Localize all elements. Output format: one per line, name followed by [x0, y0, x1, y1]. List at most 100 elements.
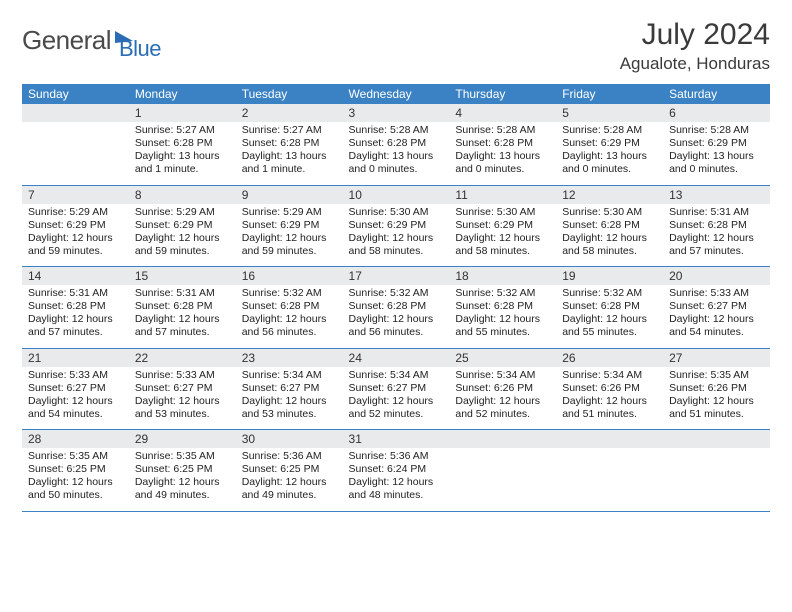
daylight-line: Daylight: 12 hours and 52 minutes.	[349, 395, 444, 421]
day-number-row: 123456	[22, 104, 770, 122]
sunrise-line: Sunrise: 5:34 AM	[242, 369, 337, 382]
day-number-row: 28293031	[22, 430, 770, 449]
day-content-cell: Sunrise: 5:28 AMSunset: 6:29 PMDaylight:…	[663, 122, 770, 185]
sunset-line: Sunset: 6:26 PM	[669, 382, 764, 395]
sunrise-line: Sunrise: 5:35 AM	[28, 450, 123, 463]
sunset-line: Sunset: 6:28 PM	[242, 300, 337, 313]
day-number-cell: 20	[663, 267, 770, 286]
sunrise-line: Sunrise: 5:32 AM	[455, 287, 550, 300]
day-number-cell: 5	[556, 104, 663, 122]
day-number-cell	[556, 430, 663, 449]
dow-friday: Friday	[556, 84, 663, 104]
sunset-line: Sunset: 6:25 PM	[28, 463, 123, 476]
day-number-cell	[22, 104, 129, 122]
sunrise-line: Sunrise: 5:29 AM	[242, 206, 337, 219]
day-content-cell: Sunrise: 5:29 AMSunset: 6:29 PMDaylight:…	[22, 204, 129, 267]
day-number-cell: 21	[22, 348, 129, 367]
day-number-cell: 19	[556, 267, 663, 286]
sunset-line: Sunset: 6:28 PM	[562, 219, 657, 232]
day-content-cell: Sunrise: 5:32 AMSunset: 6:28 PMDaylight:…	[449, 285, 556, 348]
month-title: July 2024	[620, 18, 770, 52]
daylight-line: Daylight: 12 hours and 58 minutes.	[349, 232, 444, 258]
dow-wednesday: Wednesday	[343, 84, 450, 104]
day-content-cell	[663, 448, 770, 511]
sunset-line: Sunset: 6:28 PM	[28, 300, 123, 313]
daylight-line: Daylight: 12 hours and 59 minutes.	[28, 232, 123, 258]
day-number-cell: 22	[129, 348, 236, 367]
day-number-cell: 31	[343, 430, 450, 449]
day-number-row: 14151617181920	[22, 267, 770, 286]
sunrise-line: Sunrise: 5:27 AM	[135, 124, 230, 137]
day-content-cell: Sunrise: 5:30 AMSunset: 6:29 PMDaylight:…	[449, 204, 556, 267]
day-content-cell: Sunrise: 5:34 AMSunset: 6:26 PMDaylight:…	[556, 367, 663, 430]
sunset-line: Sunset: 6:29 PM	[562, 137, 657, 150]
sunrise-line: Sunrise: 5:29 AM	[135, 206, 230, 219]
daylight-line: Daylight: 12 hours and 54 minutes.	[28, 395, 123, 421]
day-content-cell	[22, 122, 129, 185]
sunset-line: Sunset: 6:24 PM	[349, 463, 444, 476]
calendar-table: Sunday Monday Tuesday Wednesday Thursday…	[22, 84, 770, 512]
sunrise-line: Sunrise: 5:33 AM	[28, 369, 123, 382]
daylight-line: Daylight: 13 hours and 0 minutes.	[455, 150, 550, 176]
day-content-row: Sunrise: 5:35 AMSunset: 6:25 PMDaylight:…	[22, 448, 770, 511]
day-content-cell: Sunrise: 5:29 AMSunset: 6:29 PMDaylight:…	[236, 204, 343, 267]
sunrise-line: Sunrise: 5:31 AM	[28, 287, 123, 300]
sunset-line: Sunset: 6:29 PM	[135, 219, 230, 232]
daylight-line: Daylight: 12 hours and 49 minutes.	[242, 476, 337, 502]
day-content-cell: Sunrise: 5:34 AMSunset: 6:26 PMDaylight:…	[449, 367, 556, 430]
calendar-body: 123456Sunrise: 5:27 AMSunset: 6:28 PMDay…	[22, 104, 770, 511]
daylight-line: Daylight: 12 hours and 48 minutes.	[349, 476, 444, 502]
sunset-line: Sunset: 6:27 PM	[669, 300, 764, 313]
sunrise-line: Sunrise: 5:34 AM	[562, 369, 657, 382]
sunrise-line: Sunrise: 5:33 AM	[135, 369, 230, 382]
daylight-line: Daylight: 12 hours and 55 minutes.	[562, 313, 657, 339]
daylight-line: Daylight: 13 hours and 0 minutes.	[669, 150, 764, 176]
daylight-line: Daylight: 12 hours and 52 minutes.	[455, 395, 550, 421]
sunset-line: Sunset: 6:28 PM	[242, 137, 337, 150]
sunrise-line: Sunrise: 5:33 AM	[669, 287, 764, 300]
logo-text-general: General	[22, 25, 111, 56]
daylight-line: Daylight: 12 hours and 57 minutes.	[135, 313, 230, 339]
sunset-line: Sunset: 6:28 PM	[135, 300, 230, 313]
day-content-cell: Sunrise: 5:28 AMSunset: 6:28 PMDaylight:…	[343, 122, 450, 185]
sunrise-line: Sunrise: 5:36 AM	[349, 450, 444, 463]
day-number-cell: 10	[343, 185, 450, 204]
logo-text-blue: Blue	[119, 36, 161, 62]
day-number-cell: 23	[236, 348, 343, 367]
day-number-cell: 3	[343, 104, 450, 122]
day-of-week-row: Sunday Monday Tuesday Wednesday Thursday…	[22, 84, 770, 104]
daylight-line: Daylight: 12 hours and 50 minutes.	[28, 476, 123, 502]
day-content-cell	[556, 448, 663, 511]
day-number-cell: 16	[236, 267, 343, 286]
day-number-cell: 13	[663, 185, 770, 204]
day-number-cell: 26	[556, 348, 663, 367]
day-number-cell: 11	[449, 185, 556, 204]
day-content-cell: Sunrise: 5:32 AMSunset: 6:28 PMDaylight:…	[556, 285, 663, 348]
daylight-line: Daylight: 12 hours and 51 minutes.	[562, 395, 657, 421]
daylight-line: Daylight: 13 hours and 0 minutes.	[349, 150, 444, 176]
daylight-line: Daylight: 12 hours and 56 minutes.	[242, 313, 337, 339]
location-subtitle: Agualote, Honduras	[620, 54, 770, 74]
sunset-line: Sunset: 6:28 PM	[349, 137, 444, 150]
sunset-line: Sunset: 6:27 PM	[242, 382, 337, 395]
sunset-line: Sunset: 6:26 PM	[455, 382, 550, 395]
sunset-line: Sunset: 6:29 PM	[242, 219, 337, 232]
daylight-line: Daylight: 12 hours and 53 minutes.	[242, 395, 337, 421]
day-content-cell: Sunrise: 5:33 AMSunset: 6:27 PMDaylight:…	[22, 367, 129, 430]
dow-thursday: Thursday	[449, 84, 556, 104]
sunset-line: Sunset: 6:28 PM	[455, 137, 550, 150]
sunrise-line: Sunrise: 5:30 AM	[349, 206, 444, 219]
page-header: General Blue July 2024 Agualote, Hondura…	[22, 18, 770, 74]
daylight-line: Daylight: 13 hours and 1 minute.	[135, 150, 230, 176]
day-number-cell: 15	[129, 267, 236, 286]
day-number-cell: 29	[129, 430, 236, 449]
sunset-line: Sunset: 6:28 PM	[562, 300, 657, 313]
sunrise-line: Sunrise: 5:35 AM	[135, 450, 230, 463]
sunrise-line: Sunrise: 5:30 AM	[455, 206, 550, 219]
day-number-cell: 28	[22, 430, 129, 449]
day-number-cell: 27	[663, 348, 770, 367]
day-number-row: 21222324252627	[22, 348, 770, 367]
day-number-cell: 12	[556, 185, 663, 204]
daylight-line: Daylight: 13 hours and 0 minutes.	[562, 150, 657, 176]
daylight-line: Daylight: 12 hours and 59 minutes.	[135, 232, 230, 258]
